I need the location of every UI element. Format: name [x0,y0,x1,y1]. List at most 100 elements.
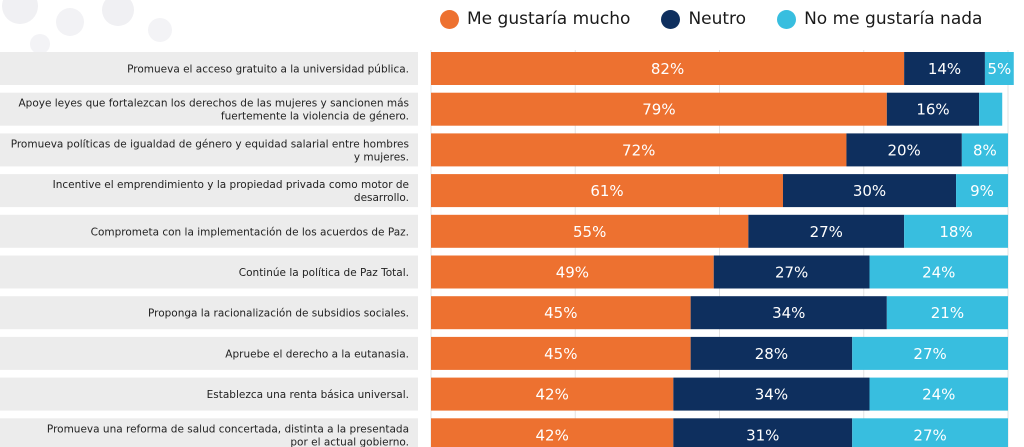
data-label: 28% [755,345,788,363]
category-label: Proponga la racionalización de subsidios… [148,308,409,320]
bar-segment [431,52,905,85]
legend-label: No me gustaría nada [804,9,983,29]
data-label: 82% [651,60,684,78]
legend-item-me-gustaria-mucho: Me gustaría mucho [440,9,630,29]
bar-segment [673,418,853,447]
category-label-line: fuertemente la violencia de género. [221,111,409,123]
category-label-line: Establezca una renta básica universal. [207,389,409,401]
data-label: 30% [853,182,886,200]
bar-segment [431,92,887,126]
category-label-background [0,174,418,208]
category-label-line: Incentive el emprendimiento y la propied… [53,179,409,191]
category-label-background [0,92,418,126]
legend-swatch-orange [440,9,459,29]
bar-segment [979,92,1003,126]
category-label-background [0,214,418,248]
bar-segment [431,418,674,447]
background-decoration [2,0,172,54]
bar-segment [904,214,1008,248]
category-label-background [0,336,418,370]
bar-segment [748,214,905,248]
bar-segment [690,336,853,370]
bar-segment [431,133,847,167]
data-label: 20% [887,141,920,159]
data-label: 9% [970,182,994,200]
category-label-line: Proponga la racionalización de subsidios… [148,308,409,320]
category-label-line: Comprometa con la implementación de los … [91,226,409,238]
data-label: 79% [642,101,675,119]
bar-segment [431,296,691,330]
data-label: 34% [772,304,805,322]
data-label: 24% [922,386,955,404]
category-label-line: Continúe la política de Paz Total. [239,267,409,279]
category-label-line: Promueva una reforma de salud concertada… [47,423,409,435]
bar-segment [846,133,962,167]
category-label-line: desarrollo. [354,192,409,204]
data-label: 5% [987,60,1011,78]
category-label-background [0,52,418,85]
category-label-background [0,255,418,289]
bar-segment [852,336,1008,370]
legend-swatch-cyan [777,9,797,29]
bar-segment [904,52,985,85]
category-label-line: por el actual gobierno. [290,436,409,447]
bar-segment [956,174,1008,208]
bar-segment [886,296,1008,330]
legend-label: Me gustaría mucho [467,9,631,29]
category-label: Establezca una renta básica universal. [207,389,409,401]
bar-segment [869,255,1008,289]
data-label: 31% [746,426,779,444]
bar-segment [431,377,674,411]
bar-segment [690,296,887,330]
data-label: 14% [928,60,961,78]
bar-segment [782,174,957,208]
data-label: 27% [913,345,946,363]
category-label: Comprometa con la implementación de los … [91,226,409,238]
data-label: 72% [622,141,655,159]
chart-legend: Me gustaría mucho Neutro No me gustaría … [440,9,1013,29]
data-label: 42% [535,386,568,404]
category-label: Promueva el acceso gratuito a la univers… [127,64,409,76]
category-label: Promueva políticas de igualdad de género… [11,138,409,163]
bar-segment [431,214,749,248]
data-label: 27% [913,426,946,444]
data-label: 49% [556,264,589,282]
category-label-background [0,377,418,411]
category-label-background [0,296,418,330]
data-label: 8% [973,141,997,159]
bar-segment [984,52,1014,85]
bar-segment [852,418,1008,447]
bar-segment [869,377,1008,411]
category-label: Incentive el emprendimiento y la propied… [53,179,409,204]
category-label-line: Apoye leyes que fortalezcan los derechos… [18,98,409,110]
data-label: 21% [931,304,964,322]
data-label: 24% [922,264,955,282]
bar-segment [886,92,980,126]
category-label: Promueva una reforma de salud concertada… [47,423,409,447]
data-label: 4% [996,25,1020,43]
category-label: Apoye leyes que fortalezcan los derechos… [18,98,409,123]
data-label: 61% [590,182,623,200]
bar-segment [961,133,1008,167]
category-label-line: Apruebe el derecho a la eutanasia. [225,348,409,360]
bar-segment [431,174,783,208]
category-label: Apruebe el derecho a la eutanasia. [225,348,409,360]
data-label: 27% [775,264,808,282]
category-label: Continúe la política de Paz Total. [239,267,409,279]
category-label-line: Promueva políticas de igualdad de género… [11,138,409,150]
data-label: 45% [544,304,577,322]
bar-segment [673,377,870,411]
data-label: 34% [755,386,788,404]
legend-swatch-navy [661,9,681,29]
data-label: 42% [535,426,568,444]
data-label: 18% [939,223,972,241]
legend-item-no-me-gustaria-nada: No me gustaría nada [777,9,982,29]
category-label-line: y mujeres. [354,151,409,163]
data-label: 27% [810,223,843,241]
bar-segment [431,336,691,370]
legend-label: Neutro [688,9,747,29]
data-label: 55% [573,223,606,241]
category-label-background [0,418,418,447]
data-label: 16% [916,101,949,119]
